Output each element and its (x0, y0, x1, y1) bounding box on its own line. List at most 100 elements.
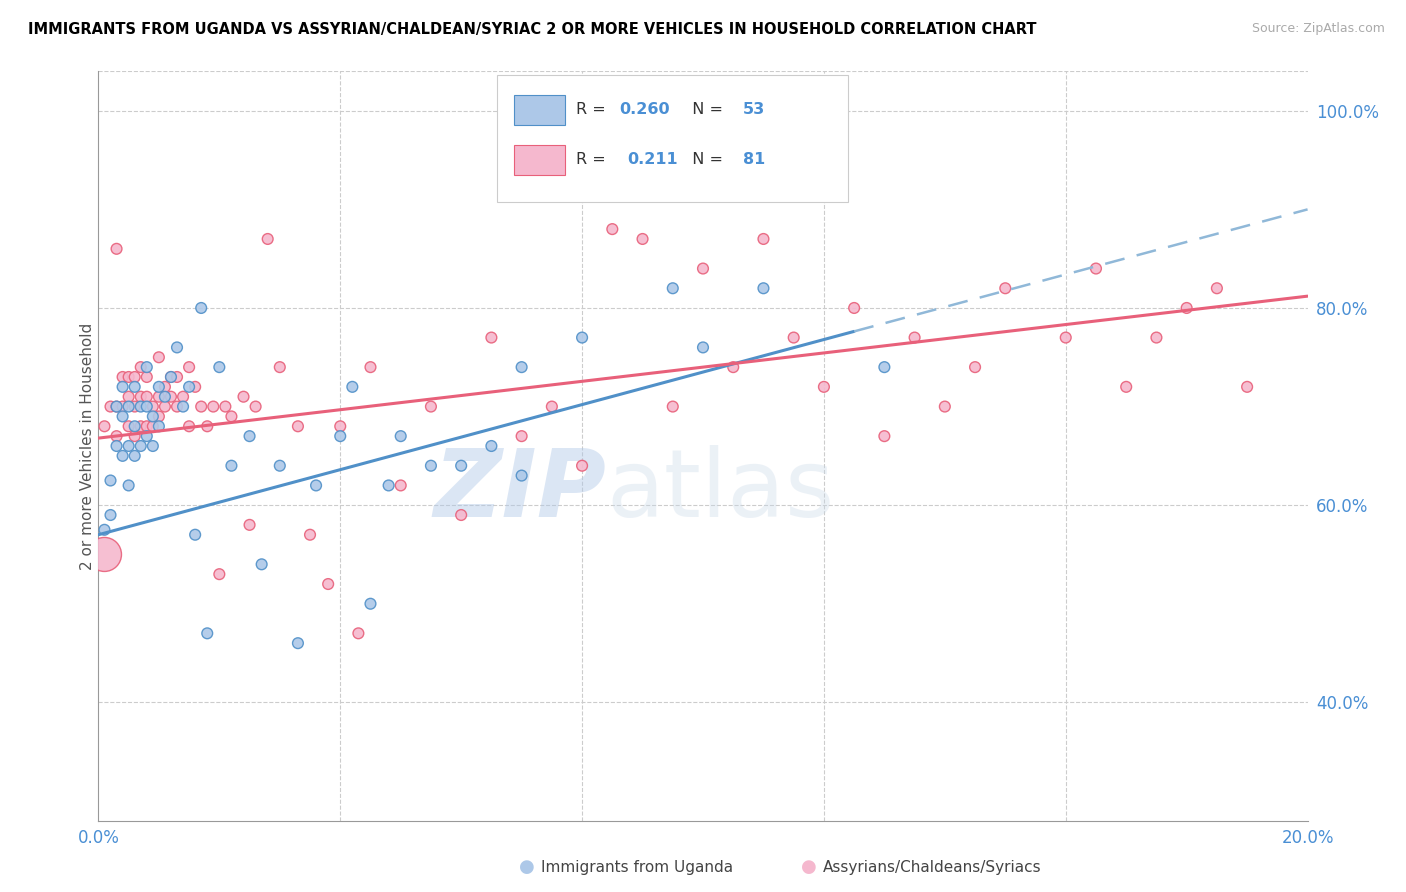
Text: atlas: atlas (606, 445, 835, 537)
Point (135, 429, 157, 443)
Point (111, 409, 134, 424)
Text: ●: ● (800, 858, 817, 876)
Point (245, 400, 267, 414)
Point (124, 400, 146, 414)
Point (904, 330, 927, 344)
Point (1085, 261, 1108, 276)
Point (105, 242, 128, 256)
Text: Assyrians/Chaldeans/Syriacs: Assyrians/Chaldeans/Syriacs (823, 860, 1040, 874)
Point (347, 626, 370, 640)
Point (166, 400, 188, 414)
Point (783, 330, 806, 344)
Point (208, 567, 231, 582)
Point (481, 330, 503, 344)
Point (148, 380, 170, 394)
Point (287, 419, 309, 434)
Text: N =: N = (682, 153, 728, 168)
Point (342, 380, 364, 394)
Point (129, 360, 152, 375)
Point (135, 419, 157, 434)
Y-axis label: 2 or more Vehicles in Household: 2 or more Vehicles in Household (80, 322, 94, 570)
Point (299, 527, 322, 541)
Point (692, 340, 714, 354)
Point (124, 419, 146, 434)
Point (214, 400, 236, 414)
Text: R =: R = (576, 102, 612, 117)
Point (93, 523, 115, 537)
Point (994, 281, 1017, 295)
Point (239, 429, 262, 443)
Point (129, 390, 152, 404)
Point (1175, 301, 1198, 315)
Point (105, 429, 128, 443)
Point (100, 474, 122, 488)
Point (202, 400, 225, 414)
Point (1236, 380, 1258, 394)
Point (124, 429, 146, 443)
Point (105, 400, 128, 414)
Point (1054, 330, 1077, 344)
Point (510, 360, 533, 375)
Point (135, 390, 157, 404)
Point (111, 400, 134, 414)
Point (129, 400, 152, 414)
Point (118, 478, 141, 492)
Point (153, 400, 176, 414)
Point (256, 232, 278, 246)
Point (93, 419, 115, 434)
Point (100, 508, 122, 522)
Text: IMMIGRANTS FROM UGANDA VS ASSYRIAN/CHALDEAN/SYRIAC 2 OR MORE VEHICLES IN HOUSEHO: IMMIGRANTS FROM UGANDA VS ASSYRIAN/CHALD… (28, 22, 1036, 37)
Point (118, 439, 141, 453)
Point (148, 390, 170, 404)
Point (873, 360, 896, 375)
Point (172, 400, 194, 414)
Point (450, 508, 472, 522)
Point (148, 409, 170, 424)
Point (179, 380, 201, 394)
Text: 53: 53 (742, 102, 765, 117)
Text: Immigrants from Uganda: Immigrants from Uganda (541, 860, 734, 874)
Point (100, 400, 122, 414)
Point (118, 390, 141, 404)
Point (93, 548, 115, 562)
Point (208, 360, 231, 375)
Point (172, 390, 194, 404)
Point (934, 400, 956, 414)
Point (111, 380, 134, 394)
Point (190, 301, 212, 315)
Point (135, 360, 157, 375)
Point (844, 301, 866, 315)
Point (389, 429, 412, 443)
Point (389, 478, 412, 492)
Point (111, 449, 134, 463)
FancyBboxPatch shape (498, 75, 848, 202)
Point (124, 370, 146, 384)
Point (135, 400, 157, 414)
Point (105, 400, 128, 414)
FancyBboxPatch shape (515, 145, 565, 175)
Point (221, 409, 243, 424)
Point (118, 400, 141, 414)
Point (269, 360, 291, 375)
Point (190, 400, 212, 414)
Point (420, 400, 443, 414)
Point (1206, 281, 1229, 295)
Text: Source: ZipAtlas.com: Source: ZipAtlas.com (1251, 22, 1385, 36)
Point (287, 636, 309, 650)
Point (166, 340, 188, 354)
Point (873, 429, 896, 443)
Point (571, 458, 593, 473)
Point (142, 419, 165, 434)
Text: R =: R = (576, 153, 616, 168)
Point (195, 419, 218, 434)
Point (752, 281, 775, 295)
Point (232, 390, 254, 404)
Point (305, 478, 328, 492)
Point (481, 439, 503, 453)
Point (179, 419, 201, 434)
Point (420, 458, 443, 473)
Point (602, 222, 624, 236)
Point (153, 380, 176, 394)
Point (184, 380, 207, 394)
Point (1144, 330, 1167, 344)
